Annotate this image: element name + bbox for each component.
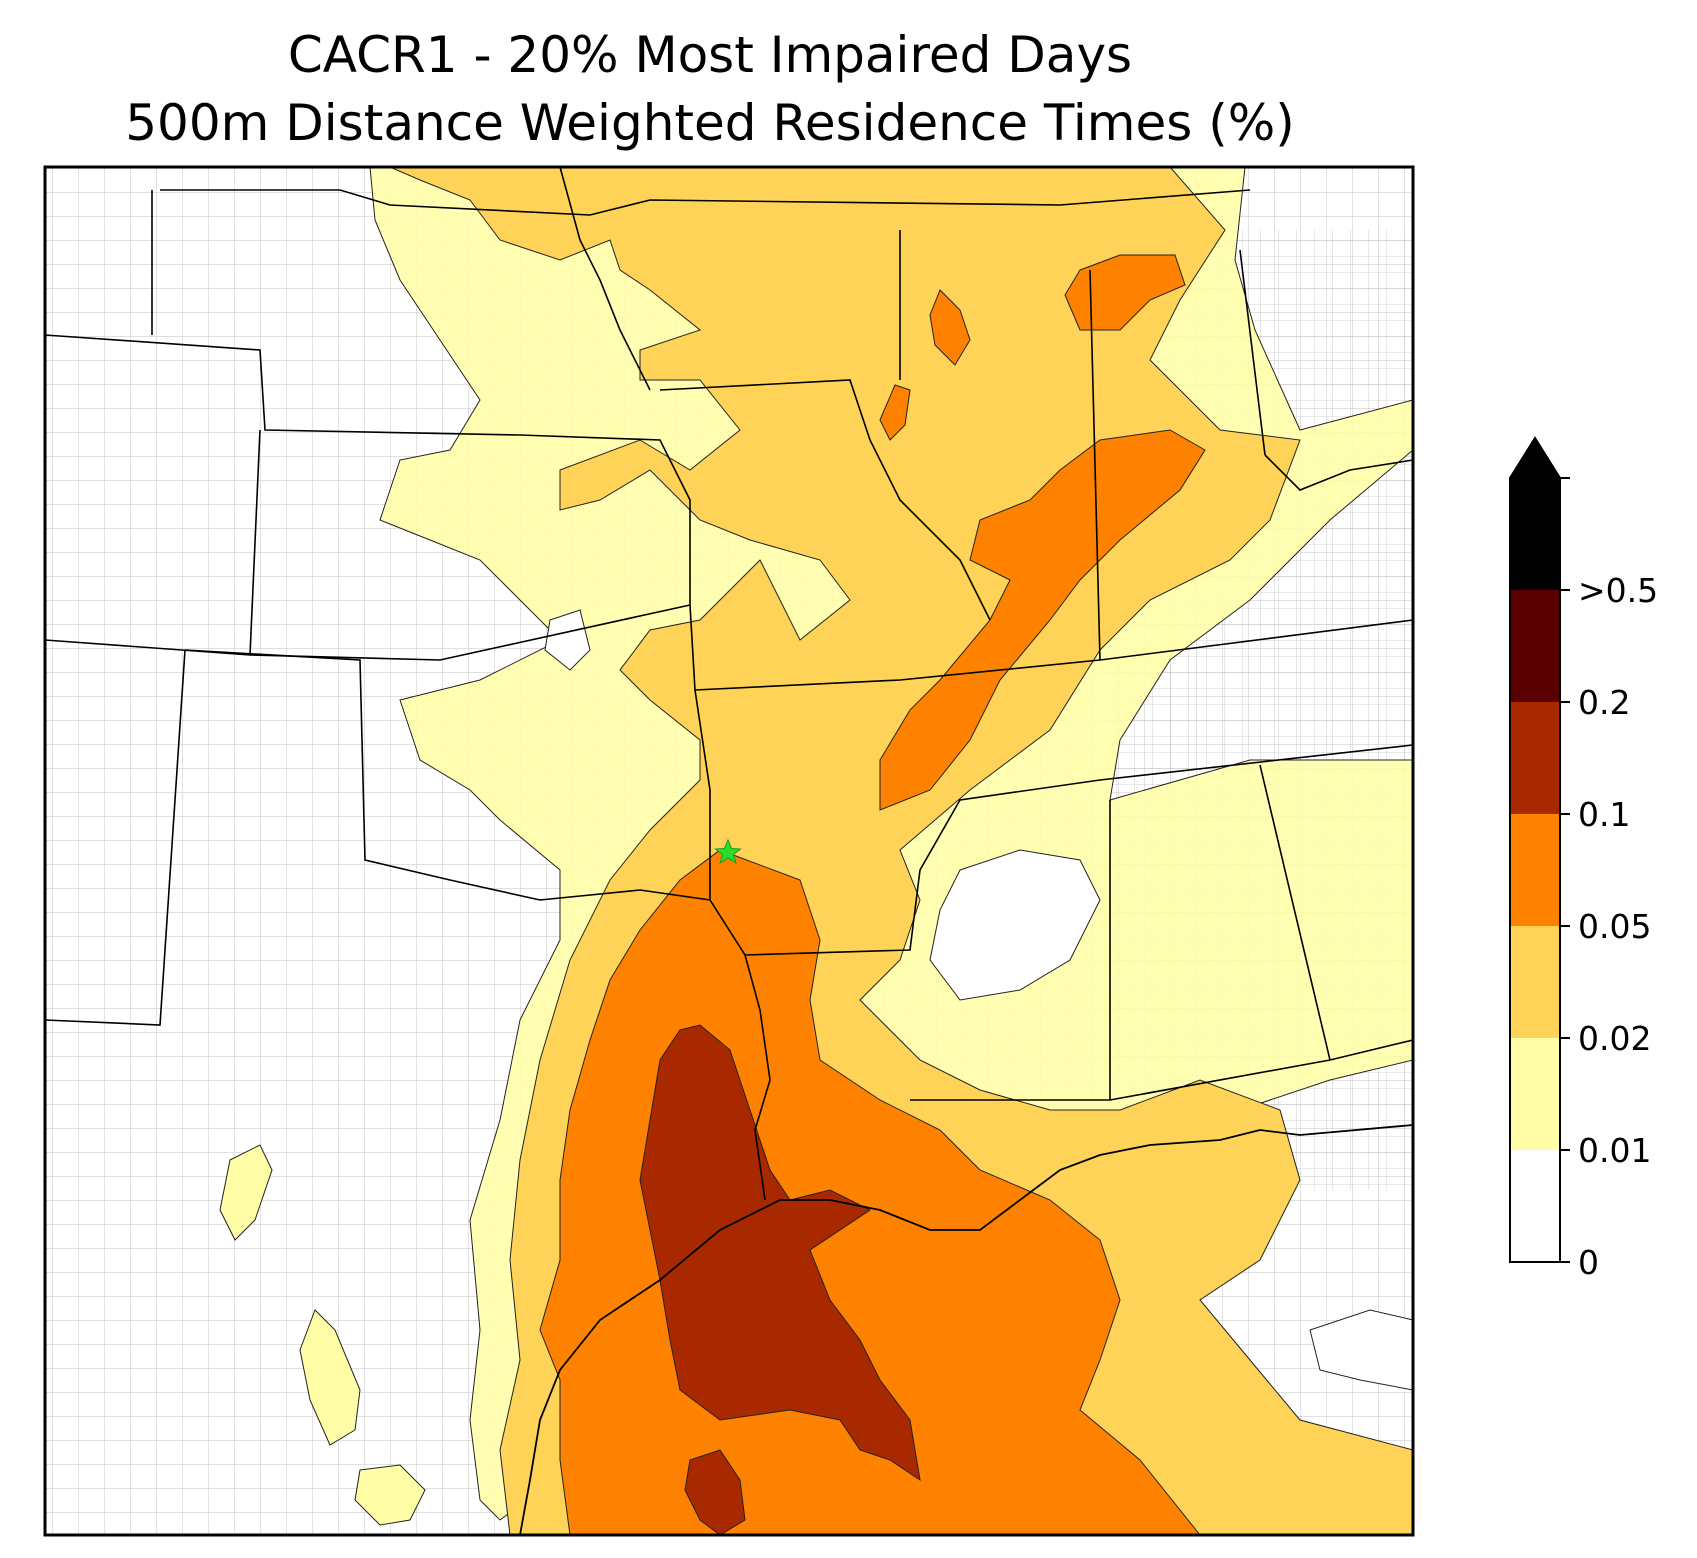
contour-blob-0.05-mo (879, 384, 911, 441)
contour-hole-ok (544, 609, 591, 671)
state-boundaries (45, 167, 1413, 1201)
contour-blob-0.01-tx3 (354, 1464, 426, 1526)
contour-blob-0.01-tx2 (299, 1309, 361, 1446)
colorbar-label-0.05: 0.05 (1578, 907, 1652, 946)
contour-band-0.1 (639, 1024, 921, 1482)
colorbar-segment-6 (1510, 478, 1560, 590)
colorbar-label-gt-0.5: >0.5 (1578, 571, 1659, 610)
colorbar-segment-2 (1510, 926, 1560, 1038)
colorbar-segment-3 (1510, 814, 1560, 926)
colorbar-label-0.2: 0.2 (1578, 683, 1631, 722)
map-plot-area (45, 167, 1413, 1535)
contour-band-0.1-south-blob (684, 1449, 746, 1535)
colorbar (1509, 436, 1570, 1263)
colorbar-ticks (1560, 477, 1570, 1263)
contour-hole-ms (929, 849, 1101, 1001)
coastline (519, 1124, 1413, 1535)
colorbar-label-0.01: 0.01 (1578, 1131, 1652, 1170)
contour-hole-gulf (1309, 1309, 1413, 1391)
colorbar-label-0: 0 (1578, 1243, 1599, 1282)
colorbar-extend-arrow (1510, 438, 1560, 478)
contour-blob-0.05-in (1064, 254, 1186, 331)
contour-blob-0.01-tx (219, 1144, 273, 1241)
colorbar-segment-0 (1510, 1150, 1560, 1262)
contour-blob-0.05-il (929, 289, 971, 366)
colorbar-label-0.02: 0.02 (1578, 1019, 1652, 1058)
contour-band-0.05-north (879, 429, 1206, 811)
map-frame (43, 165, 1415, 1537)
map-title-line-1: CACR1 - 20% Most Impaired Days (287, 26, 1133, 84)
colorbar-segment-4 (1510, 702, 1560, 814)
colorbar-outline (1509, 436, 1561, 1263)
map-title-line-2: 500m Distance Weighted Residence Times (… (125, 94, 1295, 152)
colorbar-segment-5 (1510, 590, 1560, 702)
colorbar-segment-1 (1510, 1038, 1560, 1150)
site-star-marker (714, 838, 742, 865)
colorbar-label-0.1: 0.1 (1578, 795, 1631, 834)
